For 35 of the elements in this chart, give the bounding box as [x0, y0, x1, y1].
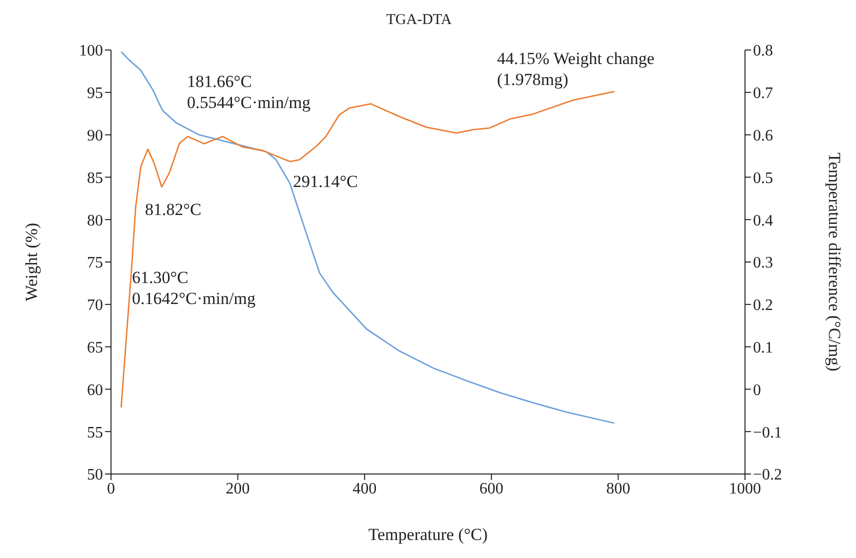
x-tick-label: 400 — [352, 480, 377, 498]
y2-tick-label: 0.2 — [753, 297, 773, 314]
y2-tick-label: 0.3 — [753, 254, 773, 272]
annotation: 81.82°C — [145, 200, 202, 219]
x-tick-label: 800 — [606, 480, 630, 498]
y-tick-label: 70 — [87, 297, 103, 314]
y-axis-title: Weight (%) — [22, 222, 42, 302]
y2-tick-label: 0.5 — [753, 170, 773, 187]
y2-tick-label: −0.1 — [753, 424, 782, 442]
annotation: 61.30°C 0.1642°C·min/mg — [132, 268, 256, 308]
y2-tick-label: 0 — [753, 382, 761, 399]
y-tick-label: 55 — [87, 424, 103, 442]
y2-tick-label: 0.4 — [753, 212, 773, 230]
y-tick-label: 100 — [79, 42, 103, 60]
y2-axis-title: Temperature difference (°C/mg) — [824, 152, 844, 372]
y-tick-label: 60 — [87, 382, 103, 399]
annotation: 181.66°C 0.5544°C·min/mg — [187, 72, 311, 112]
y-tick-label: 75 — [87, 254, 103, 272]
x-tick-label: 0 — [107, 480, 115, 498]
y-tick-label: 85 — [87, 170, 103, 187]
annotation: 291.14°C — [293, 172, 358, 191]
y2-tick-label: 0.6 — [753, 127, 773, 144]
x-tick-label: 600 — [479, 480, 504, 498]
y-tick-label: 50 — [87, 466, 103, 484]
y-tick-label: 80 — [87, 212, 103, 230]
annotation: 44.15% Weight change (1.978mg) — [497, 49, 654, 89]
y-tick-label: 65 — [87, 339, 103, 356]
x-tick-label: 200 — [226, 480, 250, 498]
y2-tick-label: 0.7 — [753, 85, 773, 102]
y2-tick-label: 0.1 — [753, 339, 773, 356]
y-tick-label: 90 — [87, 127, 103, 144]
chart-title: TGA-DTA — [386, 12, 452, 28]
y2-tick-label: 0.8 — [753, 42, 773, 60]
y-tick-label: 95 — [87, 85, 103, 102]
x-axis-title: Temperature (°C) — [368, 525, 488, 544]
